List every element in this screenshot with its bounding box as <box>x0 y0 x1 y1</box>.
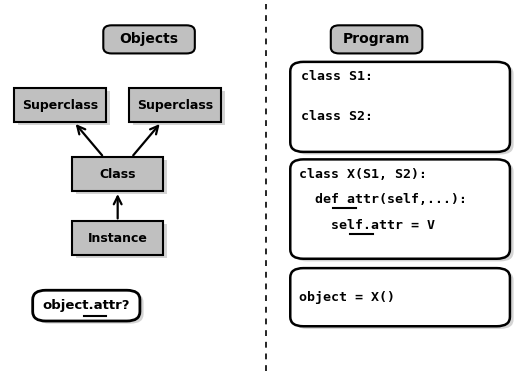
FancyBboxPatch shape <box>294 64 514 154</box>
Bar <box>76 224 167 258</box>
FancyBboxPatch shape <box>37 293 143 324</box>
Bar <box>72 158 163 191</box>
Bar <box>72 221 163 255</box>
FancyBboxPatch shape <box>331 26 422 54</box>
Text: class S1:: class S1: <box>301 70 373 83</box>
FancyBboxPatch shape <box>290 62 510 152</box>
FancyBboxPatch shape <box>294 271 514 329</box>
Text: object = X(): object = X() <box>299 291 395 304</box>
FancyBboxPatch shape <box>290 268 510 326</box>
Bar <box>18 91 110 124</box>
Text: class X(S1, S2):: class X(S1, S2): <box>299 168 427 181</box>
Text: Program: Program <box>343 32 410 46</box>
FancyBboxPatch shape <box>33 290 140 321</box>
Text: def attr(self,...):: def attr(self,...): <box>299 194 467 206</box>
Text: Objects: Objects <box>120 32 178 46</box>
Bar <box>133 91 224 124</box>
FancyBboxPatch shape <box>290 159 510 259</box>
Text: Superclass: Superclass <box>137 99 213 111</box>
Text: Instance: Instance <box>88 232 147 244</box>
Text: Superclass: Superclass <box>22 99 98 111</box>
Bar <box>76 160 167 194</box>
FancyBboxPatch shape <box>294 162 514 261</box>
Bar <box>15 88 106 122</box>
Text: class S2:: class S2: <box>301 110 373 123</box>
Text: object.attr?: object.attr? <box>42 299 130 312</box>
Text: self.attr = V: self.attr = V <box>299 219 435 232</box>
Bar <box>130 88 221 122</box>
Text: Class: Class <box>99 168 136 181</box>
FancyBboxPatch shape <box>103 26 195 54</box>
